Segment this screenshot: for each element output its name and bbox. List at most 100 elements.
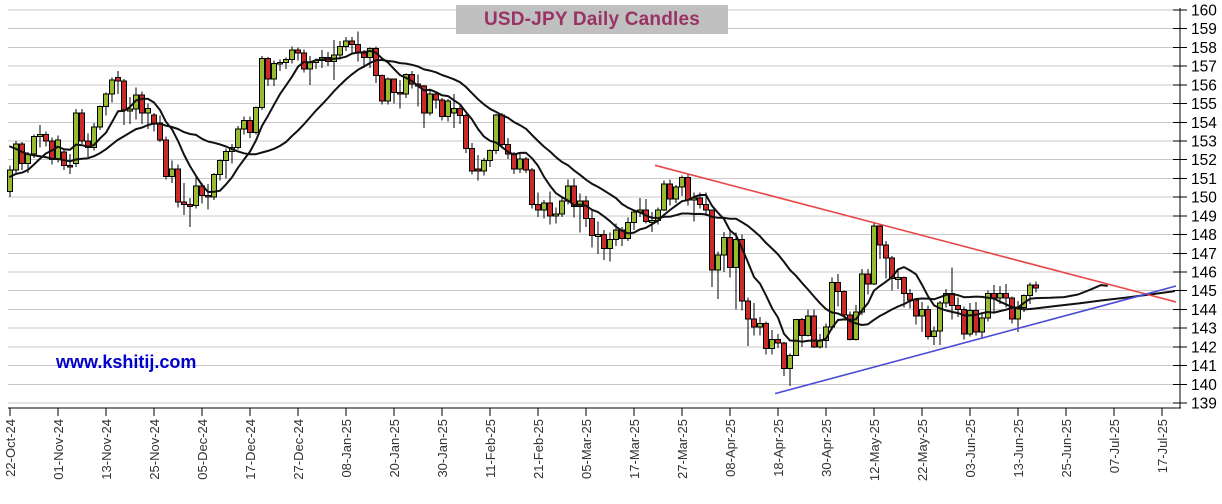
candle-body <box>511 153 517 170</box>
candle <box>967 302 973 337</box>
candle-body <box>217 160 223 176</box>
candle-body <box>79 112 85 142</box>
candle <box>925 305 931 340</box>
candle-body <box>391 78 397 93</box>
watermark-link: www.kshitij.com <box>56 352 197 372</box>
chart-title: USD-JPY Daily Candles <box>456 5 728 34</box>
candle-body <box>367 47 373 59</box>
candle-body <box>475 168 481 172</box>
descending-resistance-trendline <box>654 164 1177 303</box>
candle-body <box>247 119 253 134</box>
candle <box>385 77 391 105</box>
x-axis-label: 30-Apr-25 <box>819 419 834 477</box>
candle <box>205 184 211 210</box>
candle-body <box>463 115 469 149</box>
candle-body <box>91 126 97 149</box>
candle-body <box>625 221 631 239</box>
candle <box>535 192 541 217</box>
candle <box>97 105 103 130</box>
candle <box>751 302 757 336</box>
candle-body <box>181 201 187 206</box>
candle <box>223 148 229 179</box>
candle <box>283 57 289 69</box>
candle-body <box>403 74 409 95</box>
candle <box>457 103 463 125</box>
candle <box>271 60 277 86</box>
candle-body <box>235 128 241 149</box>
y-axis-label: 149 <box>1191 208 1217 225</box>
candle <box>67 154 73 174</box>
y-axis-label: 141 <box>1191 358 1217 375</box>
candle-body <box>943 293 949 304</box>
y-axis-label: 143 <box>1191 321 1217 338</box>
candle <box>193 174 199 209</box>
candle <box>745 297 751 346</box>
candle-body <box>193 185 199 207</box>
candle <box>127 97 133 125</box>
candle-body <box>811 315 817 348</box>
y-axis-label: 140 <box>1191 377 1217 394</box>
candle <box>157 115 163 142</box>
candle-body <box>631 211 637 223</box>
candle <box>571 178 577 218</box>
candle <box>163 136 169 180</box>
candle <box>601 229 607 260</box>
candle-body <box>241 119 247 130</box>
candle <box>529 168 535 209</box>
candle <box>139 91 145 125</box>
candle-body <box>583 200 589 220</box>
candle-body <box>385 78 391 102</box>
candle <box>559 198 565 217</box>
candle-body <box>967 309 973 335</box>
candle-body <box>709 209 715 271</box>
candle <box>787 353 793 387</box>
candle <box>919 301 925 332</box>
candle-body <box>859 273 865 313</box>
candle <box>121 79 127 126</box>
candle <box>265 56 271 86</box>
candle-body <box>733 238 739 268</box>
candle-body <box>601 234 607 250</box>
candle-body <box>211 174 217 198</box>
candle-body <box>685 176 691 201</box>
candle-body <box>487 149 493 162</box>
candle-body <box>661 183 667 211</box>
candle-body <box>877 225 883 246</box>
candle <box>943 288 949 308</box>
candle-body <box>949 293 955 307</box>
candle <box>661 180 667 212</box>
candle-body <box>31 135 37 155</box>
candle-body <box>571 185 577 208</box>
candle-body <box>961 308 967 335</box>
candle <box>181 183 187 215</box>
candle-body <box>895 277 901 280</box>
candle-body <box>955 305 961 310</box>
candle <box>85 133 91 157</box>
candle <box>715 251 721 300</box>
y-axis-label: 139 <box>1191 396 1217 413</box>
candle-body <box>223 150 229 162</box>
x-axis-label: 13-Jun-25 <box>1011 419 1026 478</box>
candle-body <box>553 213 559 217</box>
candle-body <box>175 168 181 203</box>
candle <box>7 165 13 198</box>
candle-body <box>67 164 73 168</box>
candle-body <box>973 309 979 333</box>
candle-body <box>61 151 67 166</box>
candle-body <box>781 342 787 369</box>
candle <box>19 141 25 171</box>
candle-body <box>439 99 445 118</box>
candle <box>889 256 895 291</box>
candle <box>871 222 877 286</box>
candle <box>931 326 937 345</box>
candle <box>1033 281 1039 293</box>
candle-body <box>703 204 709 211</box>
y-axis-label: 151 <box>1191 171 1217 188</box>
y-axis-label: 160 <box>1191 3 1217 20</box>
candle <box>253 106 259 135</box>
candle <box>877 225 883 259</box>
y-axis-label: 142 <box>1191 339 1217 356</box>
candle <box>625 217 631 242</box>
candle <box>289 46 295 64</box>
